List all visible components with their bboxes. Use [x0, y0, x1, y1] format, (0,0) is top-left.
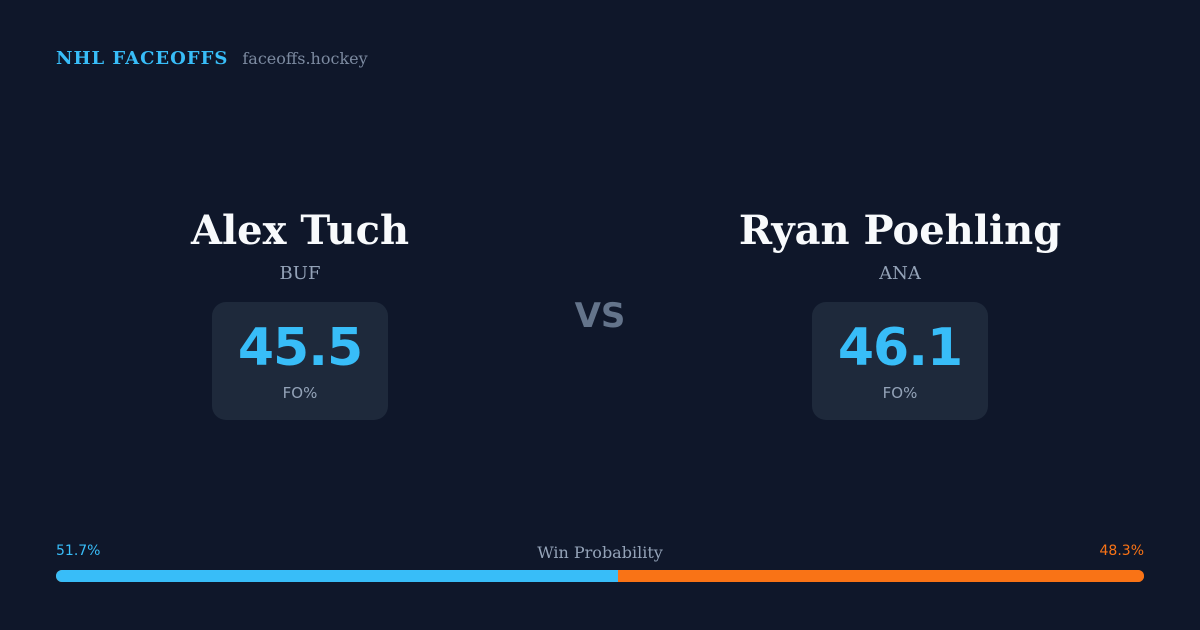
- player-name: Ryan Poehling: [738, 207, 1062, 254]
- brand-header: NHL FACEOFFS faceoffs.hockey: [56, 48, 368, 69]
- player-name: Alex Tuch: [190, 207, 410, 254]
- brand-title: NHL FACEOFFS: [56, 48, 229, 69]
- right-probability-fill: [618, 570, 1144, 582]
- left-probability-fill: [56, 570, 619, 582]
- versus-label: VS: [574, 296, 626, 336]
- player-team: BUF: [279, 263, 321, 284]
- right-probability: 48.3%: [1099, 543, 1144, 559]
- player-right: Ryan Poehling ANA 46.1 FO%: [650, 204, 1150, 420]
- win-probability-bar: [56, 570, 1144, 582]
- faceoff-percentage: 46.1: [837, 318, 963, 378]
- win-probability-title: Win Probability: [537, 543, 663, 562]
- stat-label: FO%: [282, 384, 318, 402]
- stat-label: FO%: [882, 384, 918, 402]
- faceoff-stat-card: 45.5 FO%: [211, 302, 389, 420]
- player-team: ANA: [879, 263, 921, 284]
- faceoff-percentage: 45.5: [237, 318, 363, 378]
- win-probability-labels: 51.7% Win Probability 48.3%: [56, 543, 1144, 563]
- player-left: Alex Tuch BUF 45.5 FO%: [50, 204, 550, 420]
- left-probability: 51.7%: [56, 543, 101, 559]
- site-url: faceoffs.hockey: [242, 49, 368, 68]
- faceoff-stat-card: 46.1 FO%: [811, 302, 989, 420]
